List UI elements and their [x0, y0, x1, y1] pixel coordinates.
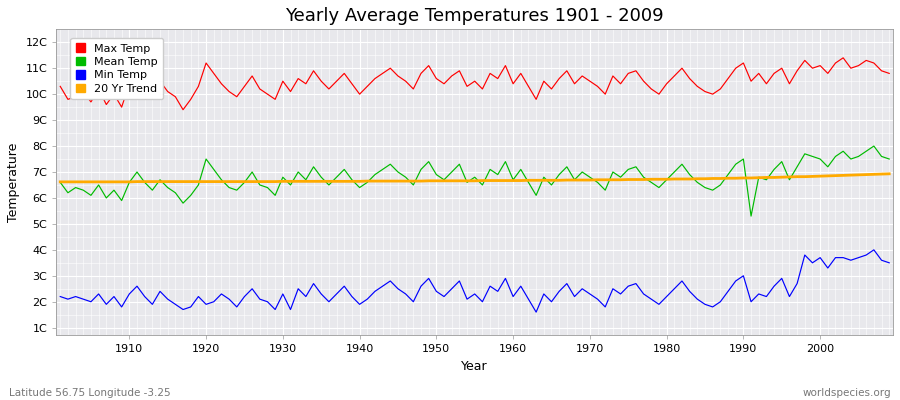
- X-axis label: Year: Year: [462, 360, 488, 373]
- Text: worldspecies.org: worldspecies.org: [803, 388, 891, 398]
- Title: Yearly Average Temperatures 1901 - 2009: Yearly Average Temperatures 1901 - 2009: [285, 7, 664, 25]
- Text: Latitude 56.75 Longitude -3.25: Latitude 56.75 Longitude -3.25: [9, 388, 171, 398]
- Legend: Max Temp, Mean Temp, Min Temp, 20 Yr Trend: Max Temp, Mean Temp, Min Temp, 20 Yr Tre…: [70, 38, 163, 100]
- Y-axis label: Temperature: Temperature: [7, 143, 20, 222]
